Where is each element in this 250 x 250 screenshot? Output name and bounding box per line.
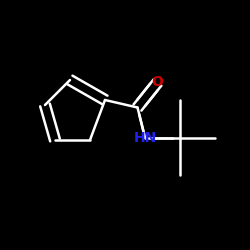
Text: O: O — [152, 76, 164, 90]
Text: HN: HN — [134, 130, 156, 144]
